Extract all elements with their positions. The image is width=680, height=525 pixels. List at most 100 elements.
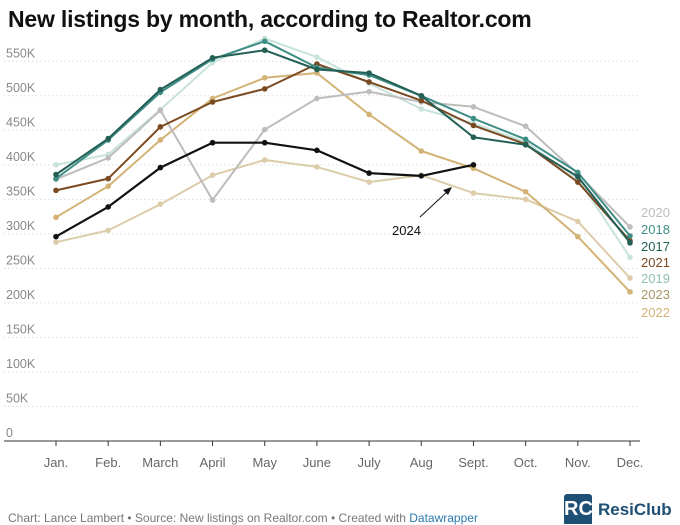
series-line-2023 (55, 159, 631, 279)
y-axis: 0 50K 100K 150K 200K 250K 300K 350K 400K 450K 500K… (6, 46, 36, 440)
x-tick-label: Nov. (565, 455, 591, 470)
data-point (366, 179, 372, 185)
data-point (470, 104, 477, 110)
x-tick-label: Oct. (514, 455, 538, 470)
y-tick-label: 50K (6, 391, 29, 405)
data-point (418, 173, 425, 179)
data-point (53, 175, 59, 182)
data-point (314, 147, 320, 154)
chart-footer: Chart: Lance Lambert • Source: New listi… (8, 511, 478, 525)
data-point (522, 188, 529, 195)
data-point (209, 172, 216, 178)
data-point (366, 79, 372, 85)
data-point (261, 38, 268, 45)
data-point (314, 164, 320, 170)
data-point (157, 164, 164, 171)
y-tick-label: 300K (6, 219, 36, 233)
resiclub-logo: RC ResiClub (562, 492, 680, 524)
series-label-2021: 2021 (641, 255, 670, 270)
annotation-arrow (419, 189, 450, 218)
y-tick-label: 350K (6, 184, 36, 198)
x-tick-label: Sept. (458, 455, 488, 470)
x-axis: Jan. Feb. March April May June July Aug Sept. Oct… (44, 441, 644, 470)
y-tick-label: 550K (6, 46, 36, 60)
data-point (366, 170, 372, 176)
data-point (470, 190, 477, 196)
data-point (627, 275, 633, 281)
y-tick-label: 0 (6, 426, 13, 440)
datawrapper-link[interactable]: Datawrapper (409, 511, 478, 525)
data-point (261, 86, 268, 92)
y-tick-label: 150K (6, 322, 36, 336)
data-point (261, 126, 268, 133)
x-tick-label: June (303, 455, 331, 470)
data-point (470, 122, 477, 129)
series-label-2023: 2023 (641, 287, 670, 302)
data-point (418, 97, 425, 104)
data-point (522, 123, 529, 129)
data-point (157, 107, 164, 114)
series-label-2019: 2019 (641, 271, 670, 286)
data-point (314, 54, 320, 60)
data-point (470, 115, 477, 122)
series-label-2022: 2022 (641, 305, 670, 320)
series-line-2020 (55, 90, 631, 228)
data-point (627, 254, 633, 261)
data-point (53, 171, 59, 178)
data-point (209, 55, 216, 61)
annotation-arrowhead (443, 187, 452, 195)
data-point (105, 183, 111, 190)
data-point (418, 106, 425, 112)
data-point (575, 173, 581, 180)
x-tick-label: April (200, 455, 226, 470)
data-point (261, 139, 268, 146)
data-point (209, 99, 216, 105)
series-label-2020: 2020 (641, 205, 670, 220)
data-point (418, 92, 425, 99)
data-point (157, 201, 164, 207)
data-point (575, 233, 581, 240)
data-point (522, 196, 529, 203)
data-point (209, 139, 216, 146)
x-tick-label: Dec. (617, 455, 644, 470)
x-tick-label: Jan. (44, 455, 69, 470)
data-point (627, 224, 633, 230)
data-point (470, 162, 477, 168)
data-point (366, 88, 372, 95)
data-point (575, 169, 581, 176)
y-tick-label: 500K (6, 81, 36, 95)
data-point (105, 135, 111, 142)
series-line-2022 (55, 72, 631, 293)
footer-credit: Chart: Lance Lambert • Source: New listi… (8, 511, 410, 525)
series-lines (53, 35, 633, 295)
data-point (627, 240, 633, 246)
data-point (314, 66, 320, 73)
data-point (261, 75, 268, 81)
data-point (627, 289, 633, 295)
series-2024 (53, 139, 477, 240)
logo-text: ResiClub (598, 500, 672, 519)
data-point (522, 142, 529, 148)
data-point (470, 134, 477, 141)
data-point (105, 155, 111, 161)
series-2023 (53, 157, 633, 281)
data-point (105, 227, 111, 234)
data-point (575, 218, 581, 225)
chart-title: New listings by month, according to Real… (8, 6, 532, 32)
y-tick-label: 100K (6, 357, 36, 371)
data-point (314, 95, 320, 102)
y-tick-label: 450K (6, 115, 36, 129)
data-point (105, 204, 111, 210)
series-label-2018: 2018 (641, 222, 670, 237)
annotation: 2024 (392, 187, 452, 238)
data-point (261, 47, 268, 54)
y-tick-label: 250K (6, 253, 36, 267)
data-point (627, 233, 633, 239)
data-point (522, 136, 529, 143)
data-point (366, 70, 372, 76)
x-tick-label: May (252, 455, 277, 470)
data-point (53, 214, 59, 221)
data-point (157, 86, 164, 93)
data-point (157, 124, 164, 130)
x-tick-label: Aug (410, 455, 433, 470)
